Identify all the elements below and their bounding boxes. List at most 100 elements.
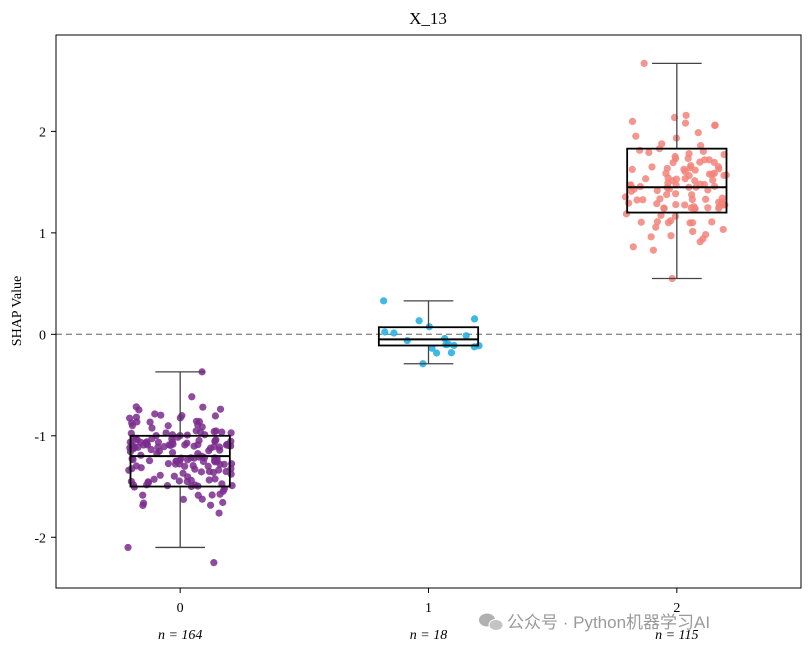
data-point — [669, 159, 677, 167]
data-point — [696, 238, 704, 246]
data-point — [702, 230, 710, 239]
y-tick-label: 2 — [39, 125, 46, 140]
data-point — [150, 475, 158, 483]
data-point — [134, 443, 142, 451]
data-point — [708, 170, 716, 178]
data-point — [688, 219, 697, 227]
data-point — [175, 477, 183, 485]
data-point — [656, 195, 664, 203]
data-point — [124, 543, 132, 552]
data-point — [447, 349, 456, 357]
data-point — [403, 336, 411, 345]
data-point — [688, 195, 696, 204]
data-point — [148, 424, 156, 432]
data-point — [192, 427, 200, 435]
points-group-0 — [124, 368, 236, 567]
data-point — [216, 405, 225, 413]
watermark-text: 公众号 · Python机器学习AI — [507, 613, 710, 632]
x-tick-label: 2 — [673, 601, 680, 616]
data-point — [227, 429, 235, 437]
box-0 — [129, 371, 231, 549]
data-point — [220, 460, 228, 468]
data-point — [681, 175, 689, 183]
data-point — [183, 477, 191, 486]
count-label: n = 18 — [410, 628, 447, 643]
data-point — [381, 328, 389, 336]
data-point — [682, 111, 690, 119]
data-point — [694, 129, 702, 137]
iqr-box — [626, 147, 728, 214]
data-point — [194, 421, 202, 429]
data-point — [687, 162, 695, 170]
data-point — [697, 142, 705, 150]
data-point — [704, 186, 712, 194]
data-point — [211, 475, 219, 483]
data-point — [639, 196, 647, 204]
data-point — [151, 410, 159, 418]
data-point — [179, 469, 187, 477]
data-point — [156, 471, 164, 479]
data-point — [145, 457, 154, 465]
data-point — [684, 154, 692, 163]
data-point — [428, 344, 436, 352]
data-point — [188, 393, 196, 401]
data-point — [664, 219, 673, 227]
data-point — [380, 297, 388, 305]
data-point — [660, 204, 668, 212]
data-point — [637, 218, 645, 226]
x-tick-label: 1 — [425, 601, 432, 616]
data-point — [709, 176, 717, 184]
y-tick-label: 0 — [39, 328, 46, 343]
data-point — [216, 490, 224, 498]
data-point — [219, 498, 227, 507]
y-tick-label: -2 — [34, 531, 46, 546]
data-point — [681, 119, 690, 127]
data-point — [657, 211, 665, 219]
data-point — [199, 403, 207, 411]
data-point — [625, 199, 633, 207]
data-point — [653, 186, 661, 195]
data-point — [715, 204, 723, 212]
wechat-icon — [479, 613, 504, 631]
data-point — [210, 427, 218, 436]
data-point — [201, 431, 209, 439]
data-point — [629, 243, 637, 251]
data-point — [663, 190, 671, 199]
data-point — [628, 165, 636, 173]
data-point — [211, 437, 219, 445]
data-point — [415, 317, 423, 325]
data-point — [164, 459, 173, 468]
data-point — [179, 495, 187, 503]
data-point — [696, 158, 704, 166]
data-point — [462, 332, 470, 340]
data-point — [194, 491, 202, 499]
data-point — [208, 491, 216, 499]
data-point — [162, 429, 170, 437]
data-point — [470, 315, 479, 323]
data-point — [719, 225, 727, 234]
data-point — [154, 443, 162, 451]
data-point — [645, 148, 653, 157]
iqr-box — [377, 326, 480, 347]
data-point — [691, 177, 699, 185]
data-point — [146, 418, 154, 426]
data-point — [432, 349, 441, 357]
data-point — [210, 559, 218, 567]
y-tick-label: 1 — [39, 227, 46, 242]
data-point — [189, 462, 197, 470]
count-label: n = 115 — [655, 628, 698, 643]
data-point — [648, 163, 656, 171]
data-point — [178, 412, 186, 420]
data-point — [689, 227, 697, 236]
data-point — [671, 190, 680, 198]
data-point — [197, 468, 206, 476]
data-point — [204, 462, 212, 470]
data-point — [215, 509, 223, 517]
data-point — [132, 403, 140, 411]
data-point — [218, 428, 226, 436]
data-point — [664, 174, 672, 182]
data-point — [718, 194, 726, 202]
data-point — [663, 164, 671, 173]
data-point — [649, 246, 657, 254]
data-point — [647, 233, 655, 241]
